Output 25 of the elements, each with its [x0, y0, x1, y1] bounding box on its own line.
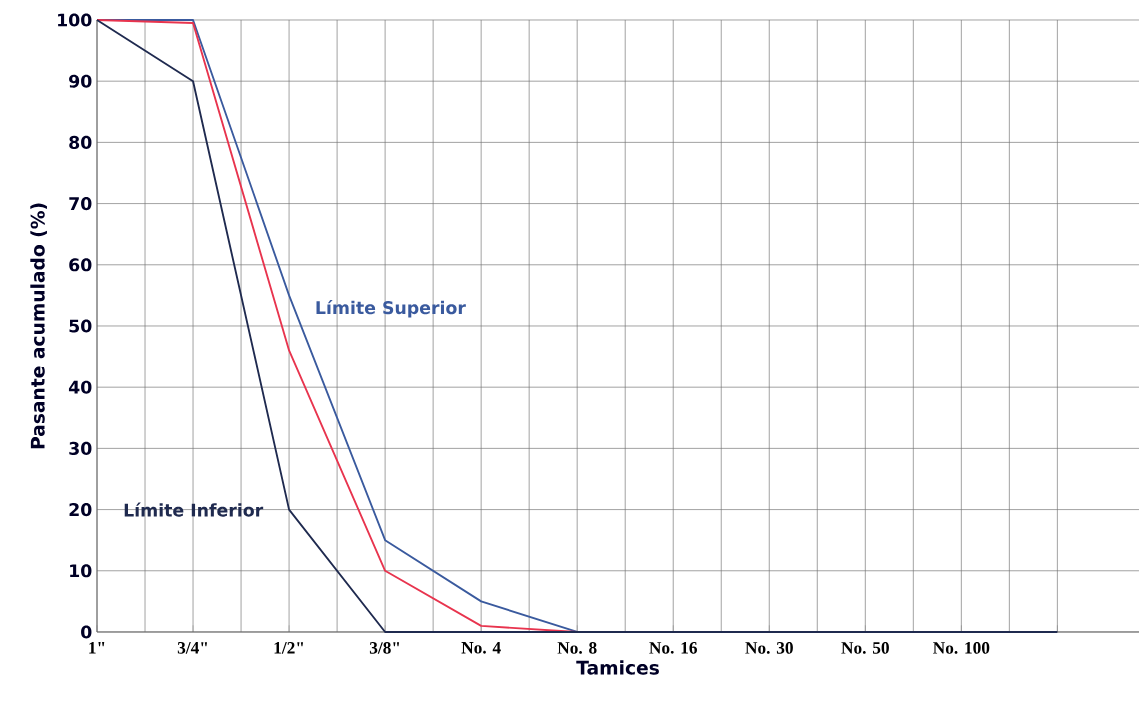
x-tick-label: No. 100: [933, 642, 990, 654]
x-tick-label: No. 30: [745, 642, 793, 654]
y-tick-label: 70: [69, 197, 92, 211]
y-tick-label: 90: [69, 74, 92, 88]
y-tick-label: 100: [58, 13, 92, 27]
series-label: Límite Inferior: [124, 502, 264, 517]
x-tick-label: No. 50: [841, 642, 889, 654]
y-tick-label: 10: [70, 564, 92, 578]
x-tick-label: 3/4": [177, 642, 208, 654]
x-tick-label: No. 4: [461, 642, 501, 654]
x-tick-label: 3/8": [369, 642, 400, 654]
x-tick-label: No. 16: [649, 642, 698, 654]
y-tick-label: 40: [68, 380, 92, 394]
y-tick-label: 50: [69, 319, 92, 333]
y-tick-label: 80: [69, 135, 92, 149]
x-tick-label: 1/2": [274, 642, 304, 654]
y-tick-label: 20: [69, 503, 92, 517]
y-tick-label: 0: [81, 625, 92, 639]
x-tick-label: 1": [89, 642, 105, 654]
y-tick-label: 30: [69, 441, 92, 455]
x-axis-title: Tamices: [576, 660, 659, 675]
y-axis-title: Pasante acumulado (%): [30, 203, 47, 449]
x-tick-label: No. 8: [557, 642, 597, 654]
y-tick-label: 60: [69, 258, 92, 272]
series-label: Límite Superior: [316, 300, 466, 318]
